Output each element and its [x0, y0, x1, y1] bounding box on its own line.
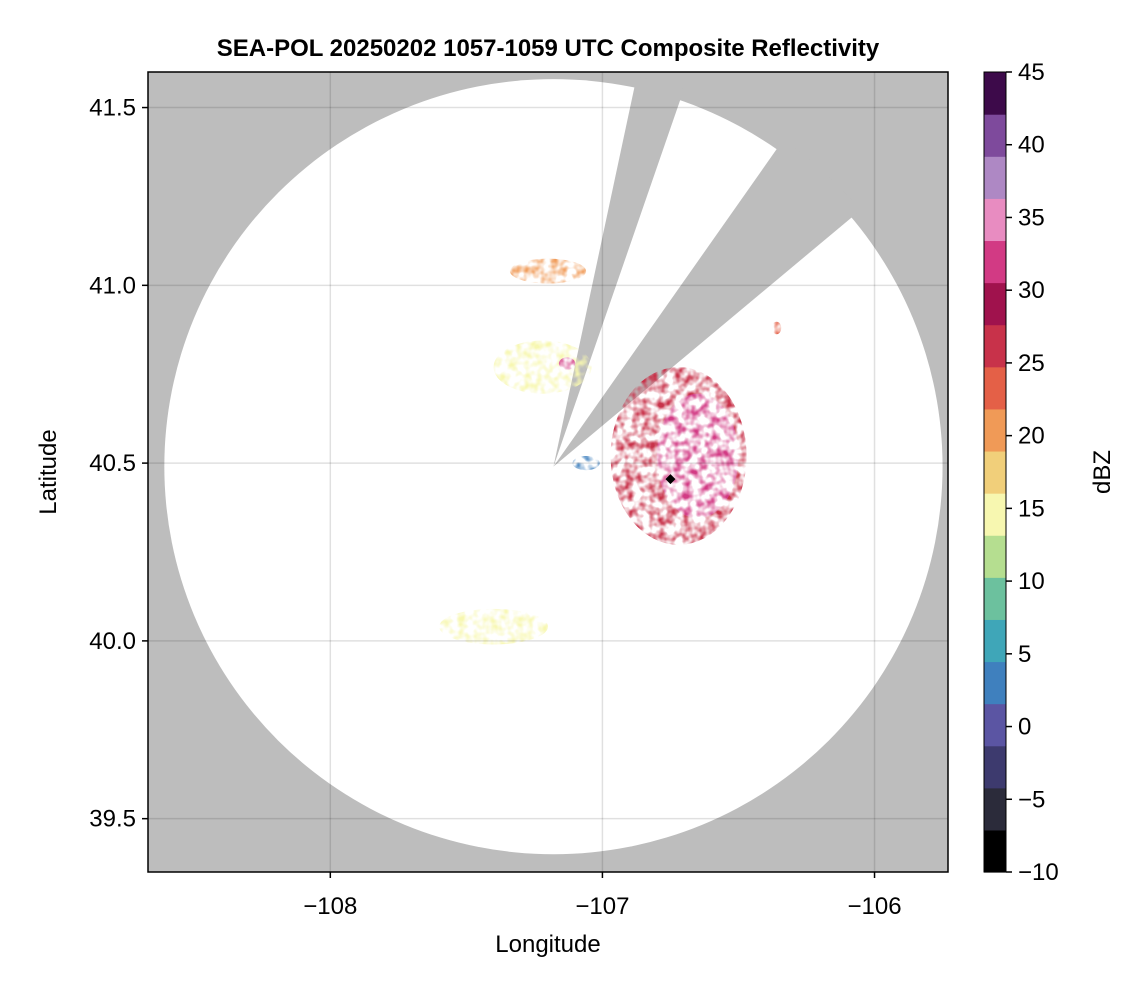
colorbar-tick-label: 5 — [1018, 641, 1031, 668]
colorbar-segment — [984, 366, 1006, 410]
x-tick-label: −108 — [303, 893, 357, 920]
blocked-sector-northeast — [553, 139, 861, 467]
colorbar-segment — [984, 829, 1006, 873]
x-tick-label: −106 — [847, 893, 901, 920]
colorbar-segment — [984, 240, 1006, 284]
plot-frame — [147, 71, 949, 873]
colorbar-segment — [984, 703, 1006, 747]
reflectivity-echoes — [439, 258, 782, 645]
plot-area — [148, 72, 948, 872]
echo-west-core — [558, 357, 576, 370]
y-tick-label: 41.5 — [89, 95, 136, 122]
colorbar — [983, 71, 1007, 873]
colorbar-tick-label: 25 — [1018, 350, 1045, 377]
echo-north-band — [509, 258, 587, 284]
x-axis-ticks: −108 −107 −106 — [303, 872, 902, 920]
y-tick-label: 40.5 — [89, 450, 136, 477]
colorbar-segment — [984, 72, 1006, 115]
colorbar-segment — [984, 661, 1006, 705]
colorbar-tick-label: 20 — [1018, 423, 1045, 450]
colorbar-frame — [983, 71, 1007, 873]
colorbar-tick-label: 45 — [1018, 59, 1045, 86]
echo-west-cluster — [493, 340, 592, 394]
grid-lines — [148, 72, 948, 872]
echo-near-site-weak — [572, 456, 600, 471]
x-tick-label: −107 — [575, 893, 629, 920]
colorbar-segment — [984, 156, 1006, 199]
colorbar-segment — [984, 450, 1006, 494]
colorbar-segment — [984, 535, 1006, 578]
colorbar-segment — [984, 282, 1006, 326]
colorbar-segment — [984, 408, 1006, 452]
colorbar-tick-label: −10 — [1018, 859, 1059, 886]
chart-title: SEA-POL 20250202 1057-1059 UTC Composite… — [217, 35, 880, 62]
colorbar-tick-label: 15 — [1018, 495, 1045, 522]
colorbar-segment — [984, 493, 1006, 536]
colorbar-segment — [984, 619, 1006, 663]
colorbar-tick-label: 35 — [1018, 204, 1045, 231]
colorbar-segment — [984, 198, 1006, 242]
site-marker — [665, 474, 676, 485]
colorbar-tick-label: 10 — [1018, 568, 1045, 595]
y-tick-label: 41.0 — [89, 272, 136, 299]
colorbar-tick-label: −5 — [1018, 786, 1045, 813]
colorbar-label: dBZ — [1089, 450, 1116, 494]
colorbar-segment — [984, 577, 1006, 620]
x-axis-label: Longitude — [495, 931, 600, 958]
y-tick-label: 39.5 — [89, 806, 136, 833]
y-tick-label: 40.0 — [89, 628, 136, 655]
colorbar-ticks: −10 −5 0 5 10 15 20 25 30 35 40 45 — [1006, 59, 1059, 886]
colorbar-tick-label: 0 — [1018, 714, 1031, 741]
y-axis-label: Latitude — [35, 429, 62, 514]
colorbar-tick-label: 30 — [1018, 277, 1045, 304]
colorbar-segment — [984, 745, 1006, 789]
colorbar-tick-label: 40 — [1018, 132, 1045, 159]
colorbar-segment — [984, 114, 1006, 157]
echo-southwest-band — [439, 608, 548, 645]
echo-main-cell-core — [656, 393, 739, 519]
colorbar-segment — [984, 787, 1006, 831]
colorbar-segment — [984, 324, 1006, 368]
echo-east-speck — [771, 321, 782, 335]
y-axis-ticks: 39.5 40.0 40.5 41.0 41.5 — [89, 95, 148, 833]
